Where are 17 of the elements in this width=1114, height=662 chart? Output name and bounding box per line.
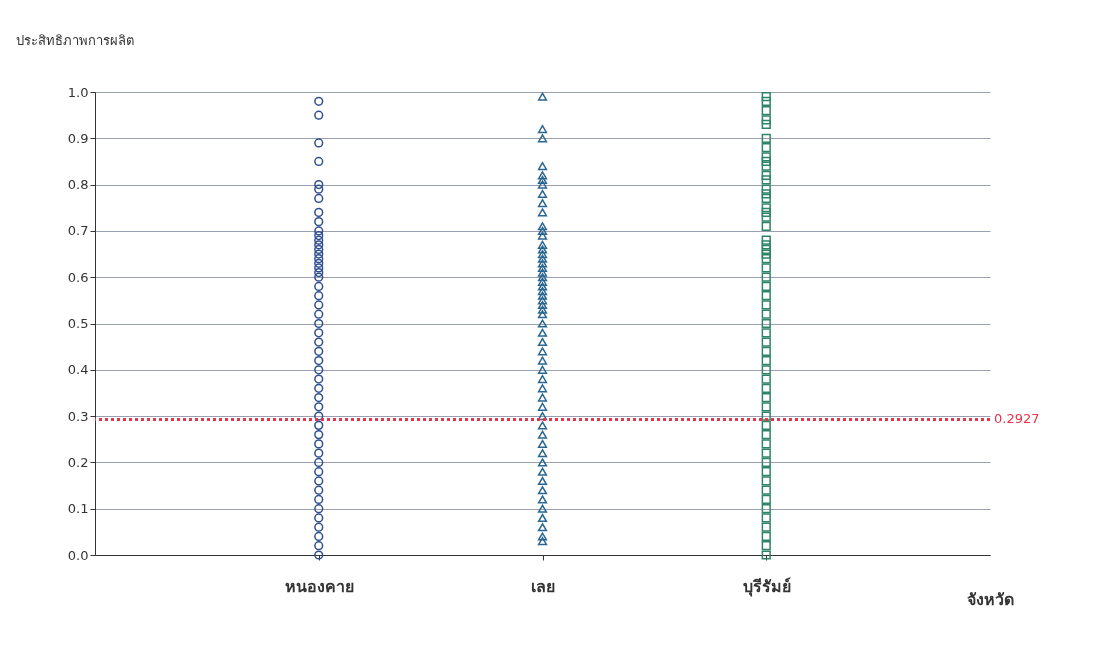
y-tick-label: 1.0 — [67, 84, 89, 100]
y-tick-label: 0.4 — [67, 362, 89, 378]
y-tick-label: 0.0 — [67, 547, 89, 563]
y-tick-label: 0.1 — [67, 501, 89, 517]
y-axis-title: ประสิทธิภาพการผลิต — [15, 32, 134, 48]
x-tick-label: หนองคาย — [284, 576, 354, 596]
x-axis-title: จังหวัด — [967, 589, 1014, 609]
x-tick-label: บุรีรัมย์ — [742, 576, 791, 597]
y-tick-label: 0.7 — [67, 223, 89, 239]
y-tick-label: 0.8 — [67, 177, 89, 193]
ref-line-label: 0.2927 — [994, 411, 1040, 427]
y-tick-label: 0.9 — [67, 130, 89, 146]
y-tick-label: 0.5 — [67, 316, 89, 331]
y-tick-label: 0.3 — [67, 408, 89, 424]
x-tick-label: เลย — [531, 576, 555, 596]
y-tick-label: 0.6 — [67, 269, 89, 285]
y-tick-label: 0.2 — [67, 454, 89, 470]
